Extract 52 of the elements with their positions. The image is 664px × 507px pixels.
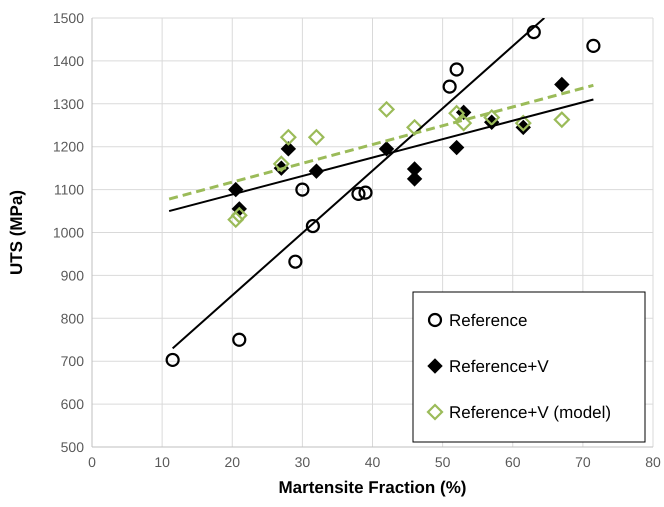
x-tick-label: 80 (645, 454, 661, 470)
point (554, 112, 570, 128)
point (456, 115, 472, 132)
point (450, 62, 464, 77)
point (442, 80, 457, 94)
point (280, 141, 296, 156)
point (231, 207, 248, 224)
point (295, 182, 310, 197)
point (406, 119, 423, 136)
point (308, 129, 324, 146)
x-tick-label: 40 (364, 454, 380, 470)
x-tick-label: 70 (575, 454, 591, 470)
point (232, 332, 246, 347)
y-tick-label: 1200 (52, 138, 84, 155)
point (288, 254, 302, 269)
point (448, 105, 465, 122)
point (515, 115, 532, 132)
y-tick-label: 1400 (52, 52, 84, 69)
point (449, 140, 464, 156)
x-tick-label: 30 (294, 454, 310, 470)
y-tick-label: 600 (60, 396, 84, 412)
point (379, 141, 394, 156)
x-tick-label: 10 (154, 454, 170, 470)
point (554, 76, 570, 92)
x-tick-label: 50 (434, 454, 451, 470)
x-tick-label: 60 (504, 454, 521, 470)
point (280, 129, 296, 146)
point (526, 25, 541, 40)
y-axis-title: UTS (MPa) (7, 190, 26, 275)
y-tick-label: 1300 (52, 96, 84, 112)
point (358, 186, 373, 200)
x-tick-label: 0 (88, 454, 96, 470)
y-tick-label: 1500 (52, 10, 84, 26)
point (166, 352, 180, 368)
point (586, 38, 600, 53)
y-tick-label: 500 (60, 439, 84, 455)
point (484, 109, 500, 126)
x-axis-title: Martensite Fraction (%) (278, 478, 466, 497)
point (351, 186, 366, 201)
y-tick-label: 900 (60, 267, 84, 284)
y-tick-label: 1100 (54, 182, 84, 198)
point (273, 156, 290, 172)
point (306, 218, 320, 234)
y-tick-label: 700 (60, 353, 84, 370)
legend-label: Reference+V (449, 357, 550, 376)
legend-label: Reference+V (model) (449, 403, 612, 422)
point (228, 212, 244, 228)
point (378, 101, 395, 118)
y-tick-label: 800 (60, 310, 84, 326)
legend-label: Reference (449, 311, 528, 330)
y-tick-label: 1000 (52, 224, 84, 240)
x-tick-label: 20 (224, 454, 240, 470)
